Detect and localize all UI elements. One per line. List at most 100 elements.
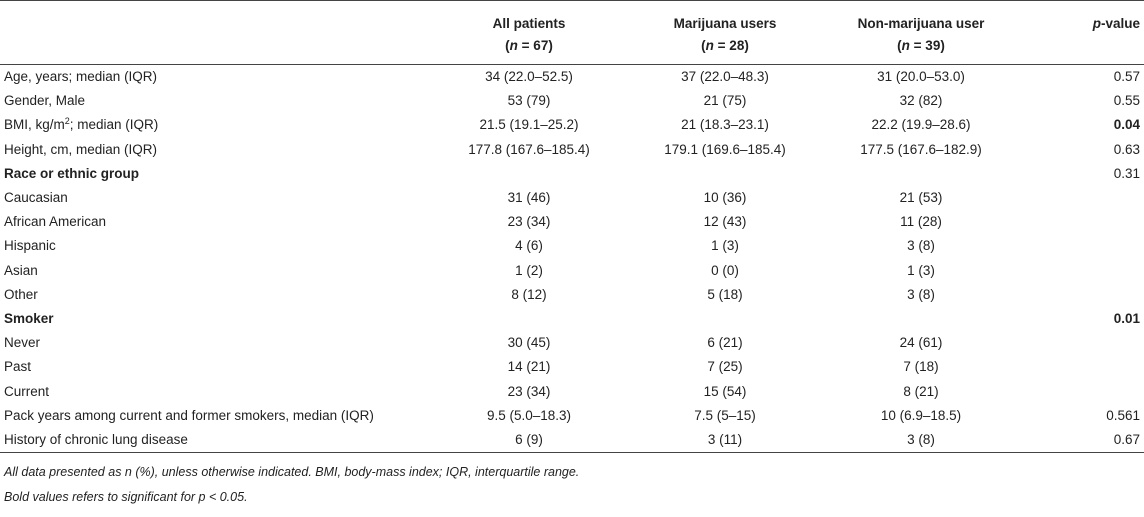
- cell-marijuana-users: 5 (18): [707, 286, 743, 302]
- table-row: Pack years among current and former smok…: [0, 404, 1144, 428]
- table-row: Caucasian 31 (46) 10 (36) 21 (53): [0, 186, 1144, 210]
- cell-all-patients: 23 (34): [507, 383, 551, 399]
- cell-p-value: 0.67: [1019, 427, 1144, 453]
- cell-all-patients: [431, 307, 627, 331]
- cell-p-value: [1019, 186, 1144, 210]
- header-non-marijuana-users: Non-marijuana user (n = 39): [823, 1, 1019, 65]
- cell-all-patients: 34 (22.0–52.5): [485, 69, 573, 85]
- cell-marijuana-users: [627, 162, 823, 186]
- cell-all-patients: 30 (45): [507, 335, 551, 351]
- header-row: All patients (n = 67) Marijuana users (n…: [0, 1, 1144, 65]
- cell-non-marijuana-users: 8 (21): [903, 383, 939, 399]
- cell-non-marijuana-users: 21 (53): [899, 190, 943, 206]
- cell-non-marijuana-users: 7 (18): [903, 359, 939, 375]
- cell-p-value: [1019, 283, 1144, 307]
- row-label: Pack years among current and former smok…: [4, 407, 374, 423]
- cell-non-marijuana-users: 177.5 (167.6–182.9): [860, 141, 982, 157]
- header-all-patients: All patients (n = 67): [431, 1, 627, 65]
- section-label: Smoker: [4, 310, 54, 326]
- cell-non-marijuana-users: [823, 307, 1019, 331]
- row-label: Never: [4, 335, 41, 351]
- cell-p-value: 0.31: [1113, 165, 1140, 181]
- header-p-value: p-value: [1019, 1, 1144, 65]
- cell-marijuana-users: 10 (36): [703, 190, 747, 206]
- cell-marijuana-users: [627, 307, 823, 331]
- row-label: Asian: [4, 262, 38, 278]
- cell-p-value: 0.55: [1113, 93, 1140, 109]
- cell-non-marijuana-users: 10 (6.9–18.5): [880, 407, 962, 423]
- row-label: Age, years; median (IQR): [4, 69, 158, 85]
- cell-all-patients: 4 (6): [515, 238, 543, 254]
- row-label: Current: [4, 383, 50, 399]
- cell-all-patients: 8 (12): [511, 286, 547, 302]
- cell-non-marijuana-users: 11 (28): [900, 214, 942, 230]
- cell-all-patients: 23 (34): [507, 214, 551, 230]
- cell-p-value: [1019, 259, 1144, 283]
- cell-all-patients: 177.8 (167.6–185.4): [468, 141, 590, 157]
- table-row: African American 23 (34) 12 (43) 11 (28): [0, 210, 1144, 234]
- row-label: Other: [4, 286, 38, 302]
- cell-marijuana-users: 7.5 (5–15): [694, 407, 756, 423]
- cell-p-value: [1019, 331, 1144, 355]
- cell-non-marijuana-users: 24 (61): [899, 335, 943, 351]
- cell-p-value: [1019, 355, 1144, 379]
- cell-marijuana-users: 21 (18.3–23.1): [681, 117, 769, 133]
- row-label: Hispanic: [4, 238, 56, 254]
- row-label: Height, cm, median (IQR): [4, 141, 158, 157]
- cell-all-patients: 31 (46): [507, 190, 551, 206]
- header-marijuana-users: Marijuana users (n = 28): [627, 1, 823, 65]
- table-row: Current 23 (34) 15 (54) 8 (21): [0, 379, 1144, 403]
- table-row: Other 8 (12) 5 (18) 3 (8): [0, 283, 1144, 307]
- table-row: Past 14 (21) 7 (25) 7 (18): [0, 355, 1144, 379]
- cell-p-value: [1019, 210, 1144, 234]
- cell-marijuana-users: 1 (3): [711, 238, 739, 254]
- cell-non-marijuana-users: 3 (8): [823, 427, 1019, 453]
- cell-non-marijuana-users: 1 (3): [907, 262, 935, 278]
- header-label-column: [0, 1, 431, 65]
- cell-p-value: 0.57: [1113, 69, 1140, 85]
- section-label: Race or ethnic group: [4, 165, 140, 181]
- cell-all-patients: 1 (2): [515, 262, 543, 278]
- row-label: History of chronic lung disease: [0, 427, 431, 453]
- cell-non-marijuana-users: 3 (8): [907, 286, 935, 302]
- row-label: African American: [4, 214, 107, 230]
- cell-all-patients: 9.5 (5.0–18.3): [486, 407, 572, 423]
- cell-non-marijuana-users: 31 (20.0–53.0): [877, 69, 965, 85]
- section-row: Smoker 0.01: [0, 307, 1144, 331]
- table-row: Height, cm, median (IQR) 177.8 (167.6–18…: [0, 138, 1144, 162]
- cell-p-value: 0.01: [1113, 310, 1140, 326]
- cell-all-patients: 14 (21): [507, 359, 551, 375]
- footnote-abbreviations: All data presented as n (%), unless othe…: [4, 465, 580, 479]
- cell-p-value: [1019, 234, 1144, 258]
- cell-non-marijuana-users: 3 (8): [907, 238, 935, 254]
- cell-p-value: [1019, 379, 1144, 403]
- cell-marijuana-users: 7 (25): [707, 359, 743, 375]
- cell-all-patients: [431, 162, 627, 186]
- cell-marijuana-users: 6 (21): [707, 335, 743, 351]
- row-label: BMI, kg/m2; median (IQR): [4, 116, 159, 133]
- cell-all-patients: 6 (9): [431, 427, 627, 453]
- cell-marijuana-users: 15 (54): [703, 383, 747, 399]
- cell-marijuana-users: 37 (22.0–48.3): [681, 69, 769, 85]
- cell-p-value: 0.04: [1113, 117, 1140, 133]
- demographics-table: All patients (n = 67) Marijuana users (n…: [0, 0, 1144, 453]
- table-row: Age, years; median (IQR) 34 (22.0–52.5) …: [0, 65, 1144, 90]
- cell-all-patients: 53 (79): [507, 93, 551, 109]
- cell-non-marijuana-users: 22.2 (19.9–28.6): [871, 117, 971, 133]
- footnote-significance: Bold values refers to significant for p …: [4, 490, 248, 504]
- section-row: Race or ethnic group 0.31: [0, 162, 1144, 186]
- cell-p-value: 0.561: [1106, 407, 1140, 423]
- cell-marijuana-users: 21 (75): [703, 93, 747, 109]
- cell-marijuana-users: 12 (43): [703, 214, 747, 230]
- row-label: Caucasian: [4, 190, 68, 206]
- cell-marijuana-users: 0 (0): [711, 262, 739, 278]
- table-row: Never 30 (45) 6 (21) 24 (61): [0, 331, 1144, 355]
- cell-all-patients: 21.5 (19.1–25.2): [479, 117, 579, 133]
- table-row: Hispanic 4 (6) 1 (3) 3 (8): [0, 234, 1144, 258]
- cell-non-marijuana-users: 32 (82): [899, 93, 943, 109]
- table-row: History of chronic lung disease 6 (9) 3 …: [0, 427, 1144, 453]
- row-label: Gender, Male: [4, 93, 86, 109]
- cell-p-value: 0.63: [1113, 141, 1140, 157]
- table-row: BMI, kg/m2; median (IQR) 21.5 (19.1–25.2…: [0, 113, 1144, 137]
